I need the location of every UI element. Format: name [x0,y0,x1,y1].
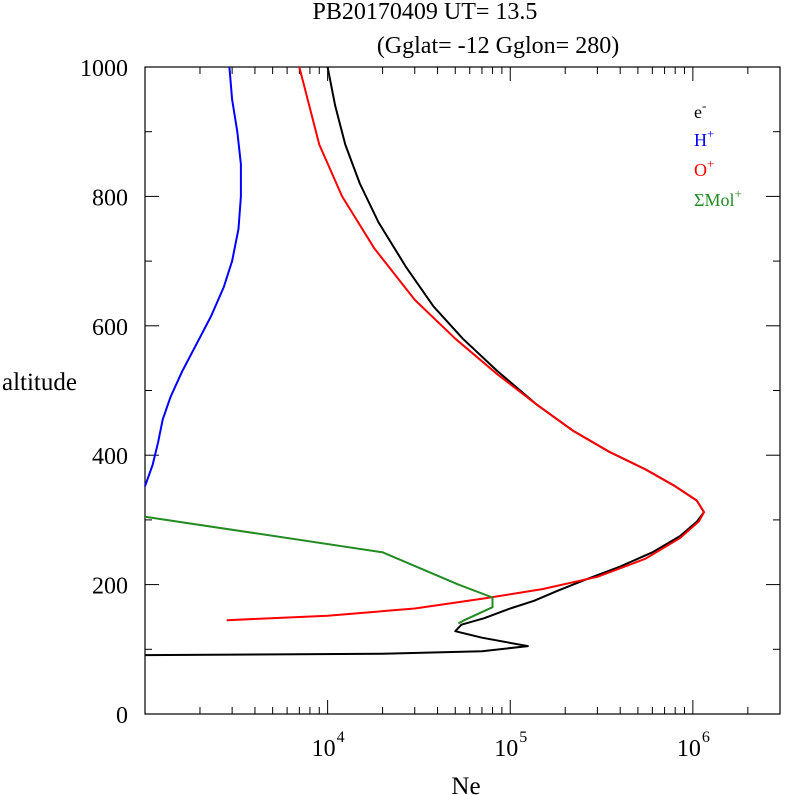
x-tick-exponent: 4 [337,729,345,746]
legend-sup: + [734,186,741,201]
y-tick-label: 800 [92,185,128,211]
series-line-e [144,66,705,657]
legend-sup: + [707,126,714,141]
x-tick-base: 10 [312,736,336,762]
series-line-o [226,66,705,622]
legend-name: e [694,102,702,122]
y-tick-label: 400 [92,444,128,470]
legend: e-H+O+ΣMol+ [694,98,742,210]
x-tick-label: 10 [312,736,336,762]
y-tick-label: 200 [92,574,128,600]
tick-marks [144,66,781,715]
legend-name: O [694,160,707,180]
y-axis-label: altitude [2,369,77,396]
legend-entry-mol: ΣMol+ [694,186,742,210]
legend-name: H [694,130,707,150]
x-tick-label: 10 [677,736,701,762]
series-line-mol [144,515,494,625]
y-tick-label: 600 [92,315,128,341]
x-tick-base: 10 [677,736,701,762]
legend-entry-h: H+ [694,126,714,150]
series-line-h [144,66,242,487]
x-tick-exponent: 5 [519,729,527,746]
chart-title-line-2: (Gglat= -12 Gglon= 280) [377,33,619,59]
series-layer [144,66,705,657]
y-tick-label: 1000 [80,56,128,82]
chart-title-line-1: PB20170409 UT= 13.5 [313,0,538,25]
legend-sup: - [702,98,706,113]
x-tick-label: 10 [494,736,518,762]
legend-name: ΣMol [694,190,734,210]
x-tick-exponent: 6 [702,729,710,746]
legend-entry-e: e- [694,98,706,122]
legend-entry-o: O+ [694,156,714,180]
x-tick-base: 10 [494,736,518,762]
legend-sup: + [707,156,714,171]
y-tick-label: 0 [116,703,128,729]
x-axis-label: Ne [451,773,480,795]
